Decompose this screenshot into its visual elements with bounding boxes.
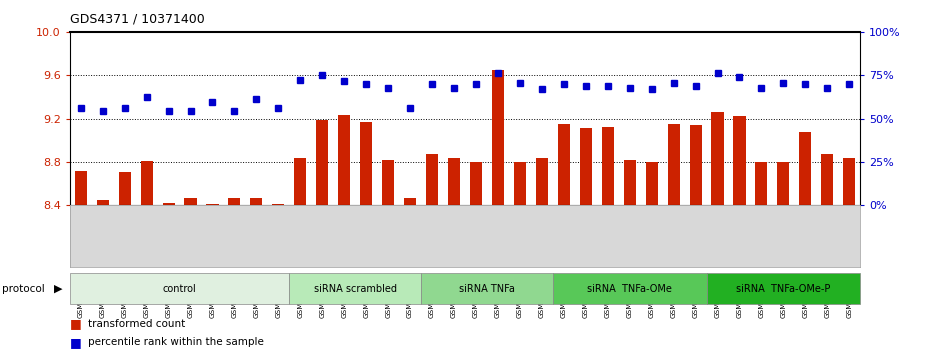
Bar bbox=[624, 160, 636, 205]
FancyBboxPatch shape bbox=[421, 273, 552, 304]
Bar bbox=[536, 158, 548, 205]
Text: GDS4371 / 10371400: GDS4371 / 10371400 bbox=[70, 12, 205, 25]
Bar bbox=[755, 162, 767, 205]
Bar bbox=[163, 203, 175, 205]
Text: siRNA TNFa: siRNA TNFa bbox=[459, 284, 515, 293]
Bar bbox=[97, 200, 109, 205]
FancyBboxPatch shape bbox=[707, 273, 860, 304]
Bar bbox=[558, 124, 570, 205]
FancyBboxPatch shape bbox=[70, 273, 289, 304]
Bar bbox=[119, 172, 131, 205]
Text: ■: ■ bbox=[70, 336, 82, 349]
Bar bbox=[316, 120, 328, 205]
Bar bbox=[272, 204, 285, 205]
Bar bbox=[339, 115, 351, 205]
Bar bbox=[229, 198, 241, 205]
Bar bbox=[711, 112, 724, 205]
Text: siRNA scrambled: siRNA scrambled bbox=[313, 284, 397, 293]
Text: ▶: ▶ bbox=[54, 284, 62, 293]
Bar bbox=[734, 116, 746, 205]
Bar bbox=[250, 198, 262, 205]
Text: siRNA  TNFa-OMe-P: siRNA TNFa-OMe-P bbox=[737, 284, 830, 293]
Bar bbox=[579, 129, 591, 205]
Bar bbox=[470, 162, 482, 205]
Bar bbox=[514, 162, 526, 205]
Bar bbox=[74, 171, 86, 205]
Bar bbox=[206, 204, 219, 205]
FancyBboxPatch shape bbox=[552, 273, 707, 304]
Bar bbox=[602, 127, 614, 205]
Bar bbox=[140, 161, 153, 205]
Text: control: control bbox=[163, 284, 196, 293]
FancyBboxPatch shape bbox=[289, 273, 421, 304]
Text: transformed count: transformed count bbox=[88, 319, 186, 329]
Bar bbox=[645, 162, 658, 205]
Text: percentile rank within the sample: percentile rank within the sample bbox=[88, 337, 264, 347]
Bar bbox=[777, 162, 790, 205]
Bar bbox=[821, 154, 833, 205]
Bar bbox=[404, 198, 416, 205]
Bar bbox=[360, 122, 372, 205]
Text: ■: ■ bbox=[70, 318, 82, 330]
Bar bbox=[448, 158, 460, 205]
Bar bbox=[184, 198, 196, 205]
Text: protocol: protocol bbox=[2, 284, 45, 293]
Bar bbox=[294, 158, 306, 205]
Text: siRNA  TNFa-OMe: siRNA TNFa-OMe bbox=[587, 284, 672, 293]
Bar bbox=[492, 70, 504, 205]
Bar bbox=[668, 124, 680, 205]
Bar bbox=[426, 154, 438, 205]
Bar bbox=[689, 125, 701, 205]
Bar bbox=[844, 158, 856, 205]
Bar bbox=[799, 132, 811, 205]
Bar bbox=[382, 160, 394, 205]
